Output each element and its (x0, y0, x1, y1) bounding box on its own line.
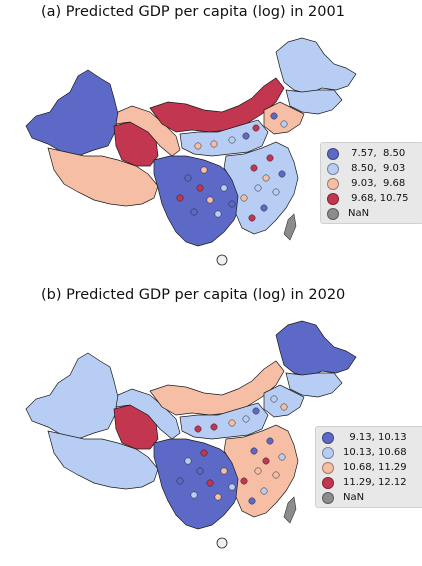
legend-swatch (322, 492, 334, 504)
prefecture-dot (207, 197, 213, 203)
prefecture-dot (267, 155, 273, 161)
legend-swatch (322, 447, 334, 459)
legend-swatch (327, 193, 339, 205)
prefecture-dot (281, 404, 287, 410)
prefecture-dot (195, 143, 201, 149)
prefecture-dot (207, 480, 213, 486)
prefecture-dot (221, 468, 227, 474)
prefecture-dot (201, 450, 207, 456)
prefecture-dot (211, 424, 217, 430)
legend-label: 11.29, 12.12 (343, 477, 407, 488)
china-map-2001 (18, 28, 368, 273)
prefecture-dot (279, 454, 285, 460)
legend-label: NaN (348, 208, 369, 219)
legend: 7.57, 8.50 8.50, 9.03 9.03, 9.68 9.68, 1… (320, 142, 422, 224)
prefecture-dot (241, 478, 247, 484)
legend-swatch (322, 462, 334, 474)
region-taiwan-nan (284, 497, 296, 523)
prefecture-dot (281, 121, 287, 127)
prefecture-dot (253, 408, 259, 414)
prefecture-dot (197, 468, 203, 474)
legend-swatch (327, 148, 339, 160)
legend-item: 7.57, 8.50 (327, 146, 417, 161)
legend-item: NaN (322, 490, 419, 505)
prefecture-dot (243, 416, 249, 422)
prefecture-dot (229, 484, 235, 490)
prefecture-dot (261, 205, 267, 211)
panel-2020: (b) Predicted GDP per capita (log) in 20… (0, 283, 422, 566)
legend-label: 7.57, 8.50 (348, 148, 405, 159)
region-heilongjiang (276, 321, 356, 377)
prefecture-dot (263, 175, 269, 181)
prefecture-dot (271, 396, 277, 402)
legend-label: 10.13, 10.68 (343, 447, 407, 458)
panel-title: (b) Predicted GDP per capita (log) in 20… (41, 287, 345, 303)
legend: 9.13, 10.13 10.13, 10.68 10.68, 11.29 11… (315, 426, 422, 508)
legend-label: 10.68, 11.29 (343, 462, 407, 473)
prefecture-dot (253, 125, 259, 131)
prefecture-dot (241, 195, 247, 201)
legend-item: 9.68, 10.75 (327, 191, 417, 206)
region-hainan (217, 255, 227, 265)
region-xinjiang (26, 353, 118, 439)
region-taiwan-nan (284, 214, 296, 240)
prefecture-dot (255, 468, 261, 474)
legend-item: 9.13, 10.13 (322, 430, 419, 445)
legend-item: 10.13, 10.68 (322, 445, 419, 460)
prefecture-dot (195, 426, 201, 432)
prefecture-dot (211, 141, 217, 147)
region-heilongjiang (276, 38, 356, 94)
prefecture-dot (191, 209, 197, 215)
region-hainan (217, 538, 227, 548)
legend-item: 9.03, 9.68 (327, 176, 417, 191)
prefecture-dot (263, 458, 269, 464)
prefecture-dot (279, 171, 285, 177)
prefecture-dot (215, 494, 221, 500)
prefecture-dot (229, 420, 235, 426)
prefecture-dot (185, 175, 191, 181)
legend-label: 9.13, 10.13 (343, 432, 407, 443)
prefecture-dot (191, 492, 197, 498)
legend-swatch (322, 432, 334, 444)
legend-label: NaN (343, 492, 364, 503)
prefecture-dot (251, 165, 257, 171)
prefecture-dot (271, 113, 277, 119)
panel-2001: (a) Predicted GDP per capita (log) in 20… (0, 0, 422, 283)
region-xinjiang (26, 70, 118, 156)
prefecture-dot (229, 137, 235, 143)
prefecture-dot (177, 478, 183, 484)
legend-item: 8.50, 9.03 (327, 161, 417, 176)
prefecture-dot (249, 498, 255, 504)
prefecture-dot (251, 448, 257, 454)
prefecture-dot (267, 438, 273, 444)
prefecture-dot (243, 133, 249, 139)
panel-title: (a) Predicted GDP per capita (log) in 20… (41, 4, 345, 20)
legend-swatch (322, 477, 334, 489)
prefecture-dot (177, 195, 183, 201)
prefecture-dot (201, 167, 207, 173)
legend-item: NaN (327, 206, 417, 221)
prefecture-dot (261, 488, 267, 494)
legend-label: 8.50, 9.03 (348, 163, 405, 174)
legend-item: 10.68, 11.29 (322, 460, 419, 475)
prefecture-dot (215, 211, 221, 217)
prefecture-dot (255, 185, 261, 191)
legend-swatch (327, 208, 339, 220)
prefecture-dot (229, 201, 235, 207)
prefecture-dot (197, 185, 203, 191)
prefecture-dot (273, 189, 279, 195)
legend-label: 9.03, 9.68 (348, 178, 405, 189)
prefecture-dot (221, 185, 227, 191)
prefecture-dot (185, 458, 191, 464)
prefecture-dot (273, 472, 279, 478)
legend-swatch (327, 163, 339, 175)
prefecture-dot (249, 215, 255, 221)
legend-label: 9.68, 10.75 (348, 193, 408, 204)
legend-item: 11.29, 12.12 (322, 475, 419, 490)
legend-swatch (327, 178, 339, 190)
